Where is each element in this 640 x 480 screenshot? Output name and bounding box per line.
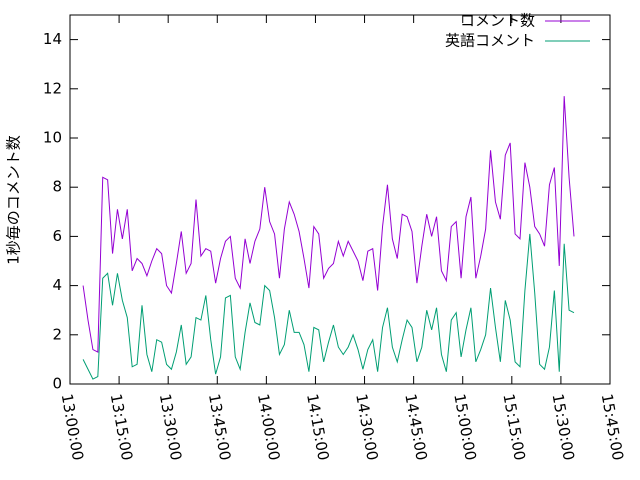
x-tick-label: 14:45:00 — [401, 392, 430, 461]
series-line — [82, 233, 575, 380]
x-tick-label: 15:45:00 — [598, 392, 627, 461]
legend-label: 英語コメント — [445, 32, 535, 50]
x-tick-label: 14:00:00 — [254, 392, 283, 461]
x-tick-label: 13:00:00 — [58, 392, 87, 461]
x-tick-label: 15:15:00 — [499, 392, 528, 461]
y-tick-label: 6 — [52, 227, 62, 245]
x-tick-label: 15:00:00 — [450, 392, 479, 461]
x-tick-label: 13:30:00 — [156, 392, 185, 461]
y-tick-label: 2 — [52, 325, 62, 343]
x-tick-label: 13:15:00 — [107, 392, 136, 461]
plot-border — [69, 14, 611, 385]
y-tick-label: 0 — [52, 375, 62, 393]
series-line — [82, 96, 575, 353]
x-tick-label: 13:45:00 — [205, 392, 234, 461]
x-tick-label: 15:30:00 — [549, 392, 578, 461]
x-tick-label: 14:30:00 — [352, 392, 381, 461]
y-tick-label: 12 — [43, 79, 62, 97]
y-tick-label: 10 — [43, 129, 62, 147]
y-tick-label: 14 — [43, 30, 62, 48]
y-axis-label: 1秒毎のコメント数 — [5, 135, 23, 265]
legend-label: コメント数 — [460, 12, 535, 30]
y-tick-label: 8 — [52, 178, 62, 196]
y-tick-label: 4 — [52, 276, 62, 294]
x-tick-label: 14:15:00 — [303, 392, 332, 461]
